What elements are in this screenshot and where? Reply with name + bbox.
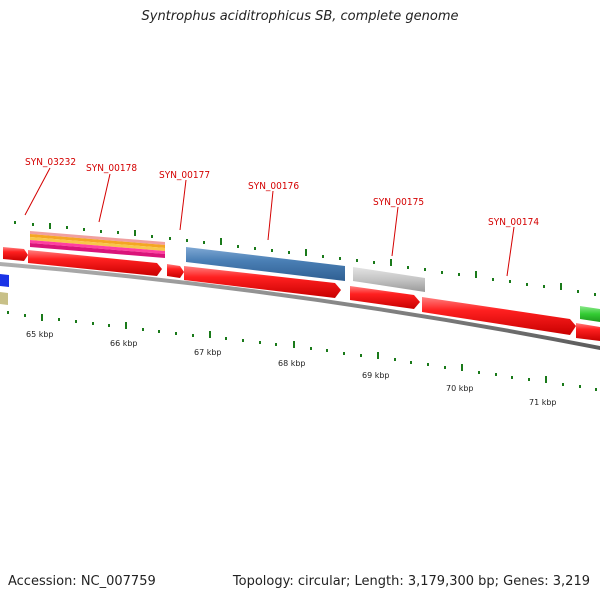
ruler-label-67kbp: 67 kbp <box>194 348 222 357</box>
gene-label-syn-00176[interactable]: SYN_00176 <box>248 181 299 192</box>
feature-cds-gray[interactable] <box>353 267 425 292</box>
ruler-label-65kbp: 65 kbp <box>26 330 54 339</box>
gene-arrow-1 <box>3 247 28 261</box>
feature-multicolor[interactable] <box>30 231 165 258</box>
gene-label-syn-03232[interactable]: SYN_03232 <box>25 157 76 168</box>
gene-arrows[interactable] <box>3 247 600 341</box>
ruler-label-71kbp: 71 kbp <box>529 398 557 407</box>
top-tick-row <box>14 221 596 296</box>
gene-label-syn-00174[interactable]: SYN_00174 <box>488 217 539 228</box>
gene-arrow-2 <box>28 250 162 276</box>
gene-arrow-5 <box>350 286 420 309</box>
gene-arrow-4 <box>184 266 341 298</box>
feature-left-partials[interactable] <box>0 274 9 305</box>
genome-backbone <box>0 262 600 350</box>
gene-arrow-6 <box>422 297 576 335</box>
gene-label-syn-00178[interactable]: SYN_00178 <box>86 163 137 174</box>
gene-label-syn-00177[interactable]: SYN_00177 <box>159 170 210 181</box>
ruler-label-70kbp: 70 kbp <box>446 384 474 393</box>
accession-text: Accession: NC_007759 <box>8 574 156 589</box>
gene-labels: SYN_03232 SYN_00178 SYN_00177 SYN_00176 … <box>25 157 539 228</box>
ruler-ticks <box>7 311 597 391</box>
map-title: Syntrophus aciditrophicus SB, complete g… <box>141 9 459 24</box>
gene-label-leaders <box>24 167 515 277</box>
feature-cds-green[interactable] <box>580 306 600 322</box>
ruler-label-68kbp: 68 kbp <box>278 359 306 368</box>
gene-label-syn-00175[interactable]: SYN_00175 <box>373 197 424 208</box>
ruler-label-66kbp: 66 kbp <box>110 339 138 348</box>
gene-arrow-7 <box>576 323 600 341</box>
gene-arrow-3 <box>167 264 184 278</box>
feature-cds-blue[interactable] <box>186 247 345 281</box>
ruler-labels: 65 kbp 66 kbp 67 kbp 68 kbp 69 kbp 70 kb… <box>26 330 557 407</box>
genome-summary-text: Topology: circular; Length: 3,179,300 bp… <box>232 574 590 589</box>
ruler-label-69kbp: 69 kbp <box>362 371 390 380</box>
